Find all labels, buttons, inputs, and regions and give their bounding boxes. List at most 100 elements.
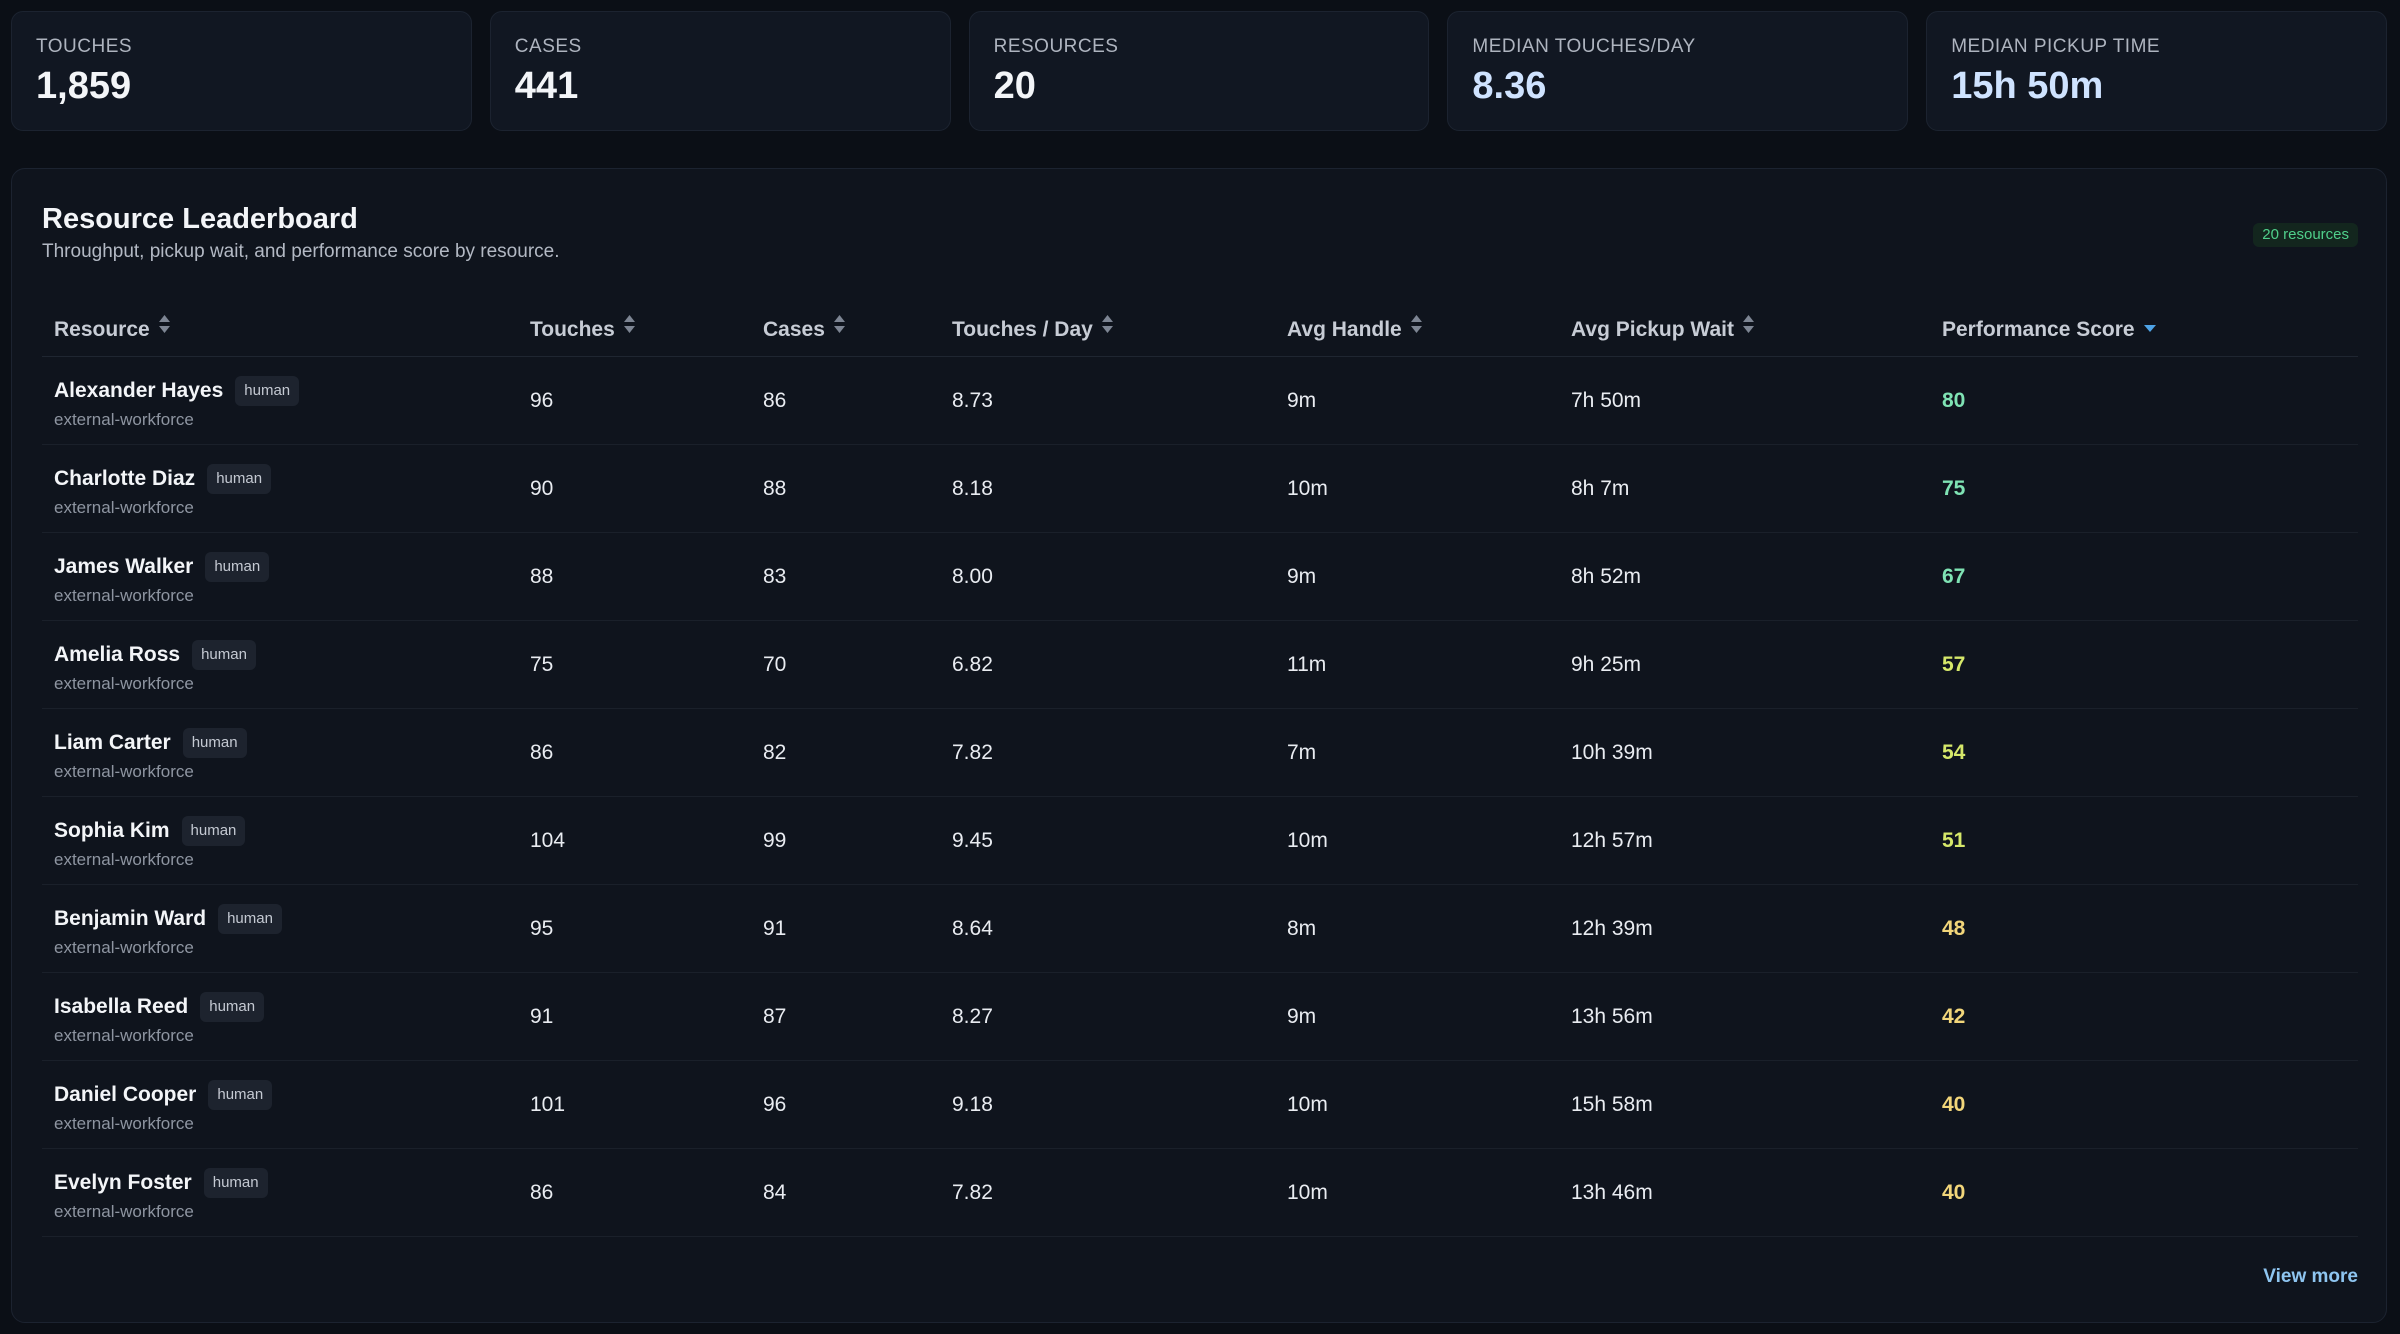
column-header-label: Avg Handle — [1287, 318, 1402, 341]
cases-cell: 84 — [763, 1181, 787, 1204]
table-row[interactable]: Amelia Ross human external-workforce 75 70 6.… — [42, 621, 2358, 709]
touches-per-day-cell: 9.18 — [952, 1093, 993, 1116]
avg-pickup-wait-cell: 12h 57m — [1571, 829, 1653, 852]
resource-org: external-workforce — [54, 498, 194, 517]
resource-count-badge: 20 resources — [2253, 223, 2358, 247]
touches-cell: 96 — [530, 389, 554, 412]
avg-handle-cell: 10m — [1287, 1093, 1328, 1116]
resource-cell: James Walker human external-workforce — [54, 551, 270, 606]
resource-org: external-workforce — [54, 1114, 194, 1133]
avg-pickup-wait-cell: 8h 7m — [1571, 477, 1630, 500]
performance-score-cell: 40 — [1942, 1093, 1966, 1116]
cases-cell: 70 — [763, 653, 787, 676]
table-row[interactable]: Isabella Reed human external-workforce 91 87… — [42, 973, 2358, 1061]
touches-per-day-cell: 7.82 — [952, 741, 993, 764]
resource-cell: Liam Carter human external-workforce — [54, 727, 247, 782]
touches-cell: 91 — [530, 1005, 554, 1028]
touches-per-day-cell: 8.27 — [952, 1005, 993, 1028]
stat-value: 20 — [993, 65, 1036, 107]
view-more-link[interactable]: View more — [2263, 1266, 2358, 1287]
table-row[interactable]: Alexander Hayes human external-workforce 96… — [42, 357, 2358, 445]
resource-leaderboard-panel: Resource Leaderboard Throughput, pickup … — [11, 168, 2387, 1323]
column-header-label: Touches / Day — [952, 318, 1093, 341]
column-header-label: Avg Pickup Wait — [1571, 318, 1734, 341]
avg-handle-cell: 11m — [1287, 653, 1327, 676]
touches-cell: 86 — [530, 741, 554, 764]
avg-pickup-wait-cell: 8h 52m — [1571, 565, 1642, 588]
touches-cell: 88 — [530, 565, 554, 588]
performance-score-cell: 51 — [1942, 829, 1966, 852]
table-row[interactable]: Charlotte Diaz human external-workforce 90 8… — [42, 445, 2358, 533]
resource-name-line: Evelyn Foster human — [54, 1167, 268, 1199]
avg-pickup-wait-cell: 13h 56m — [1571, 1005, 1653, 1028]
cases-cell: 96 — [763, 1093, 787, 1116]
resource-type-tag: human — [205, 552, 270, 582]
table-row[interactable]: Evelyn Foster human external-workforce 86 84… — [42, 1149, 2358, 1237]
touches-per-day-cell: 7.82 — [952, 1181, 993, 1204]
table-row[interactable]: Sophia Kim human external-workforce 104 99 9.… — [42, 797, 2358, 885]
column-header-touches-per-day[interactable]: Touches / Day — [952, 297, 1114, 357]
table-row[interactable]: James Walker human external-workforce 88 83 8… — [42, 533, 2358, 621]
column-header-cases[interactable]: Cases — [763, 297, 846, 357]
column-header-touches[interactable]: Touches — [530, 297, 636, 357]
resource-name: Liam Carter — [54, 731, 171, 754]
stat-card-median-touches-per-day: MEDIAN TOUCHES/DAY 8.36 — [1447, 11, 1909, 131]
stat-value: 8.36 — [1472, 65, 1547, 107]
column-header-performance-score[interactable]: Performance Score — [1942, 297, 2157, 357]
touches-cell: 86 — [530, 1181, 554, 1204]
avg-pickup-wait-cell: 10h 39m — [1571, 741, 1653, 764]
stat-card-touches: TOUCHES 1,859 — [11, 11, 472, 131]
resource-name-line: Alexander Hayes human — [54, 375, 300, 407]
leaderboard-table: Resource Touches Cases Touches / Day Avg… — [42, 297, 2358, 1237]
column-header-avg-pickup-wait[interactable]: Avg Pickup Wait — [1571, 297, 1755, 357]
table-header: Resource Touches Cases Touches / Day Avg… — [42, 297, 2358, 357]
stat-label: MEDIAN TOUCHES/DAY — [1472, 36, 1696, 57]
avg-handle-cell: 10m — [1287, 1181, 1328, 1204]
performance-score-cell: 80 — [1942, 389, 1966, 412]
sort-icon — [833, 295, 846, 361]
avg-pickup-wait-cell: 15h 58m — [1571, 1093, 1653, 1116]
column-header-label: Performance Score — [1942, 318, 2135, 341]
resource-cell: Charlotte Diaz human external-workforce — [54, 463, 272, 518]
performance-score-cell: 67 — [1942, 565, 1966, 588]
resource-type-tag: human — [200, 992, 265, 1022]
sort-icon — [1742, 295, 1755, 361]
resource-type-tag: human — [182, 728, 247, 758]
touches-per-day-cell: 6.82 — [952, 653, 993, 676]
resource-name-line: Isabella Reed human — [54, 991, 265, 1023]
resource-org: external-workforce — [54, 674, 194, 693]
cases-cell: 91 — [763, 917, 787, 940]
resource-org: external-workforce — [54, 762, 194, 781]
avg-pickup-wait-cell: 7h 50m — [1571, 389, 1642, 412]
avg-handle-cell: 9m — [1287, 1005, 1317, 1028]
cases-cell: 87 — [763, 1005, 787, 1028]
cases-cell: 99 — [763, 829, 787, 852]
resource-name: Benjamin Ward — [54, 907, 207, 930]
column-header-resource[interactable]: Resource — [54, 297, 171, 357]
column-header-avg-handle[interactable]: Avg Handle — [1287, 297, 1423, 357]
stat-label: CASES — [514, 36, 582, 57]
touches-per-day-cell: 8.73 — [952, 389, 993, 412]
resource-type-tag: human — [207, 464, 272, 494]
resource-cell: Alexander Hayes human external-workforce — [54, 375, 300, 430]
table-row[interactable]: Benjamin Ward human external-workforce 95 91… — [42, 885, 2358, 973]
stat-card-median-pickup-time: MEDIAN PICKUP TIME 15h 50m — [1926, 11, 2387, 131]
resource-name-line: Amelia Ross human — [54, 639, 256, 671]
resource-cell: Sophia Kim human external-workforce — [54, 815, 246, 870]
table-row[interactable]: Liam Carter human external-workforce 86 82 7.… — [42, 709, 2358, 797]
touches-cell: 101 — [530, 1093, 566, 1116]
resource-type-tag: human — [203, 1168, 268, 1198]
avg-handle-cell: 10m — [1287, 829, 1328, 852]
resource-type-tag: human — [218, 904, 282, 934]
performance-score-cell: 57 — [1942, 653, 1966, 676]
resource-name-line: Benjamin Ward human — [54, 903, 282, 935]
table-row[interactable]: Daniel Cooper human external-workforce 101 9… — [42, 1061, 2358, 1149]
touches-per-day-cell: 8.64 — [952, 917, 993, 940]
resource-cell: Benjamin Ward human external-workforce — [54, 903, 282, 958]
resource-name-line: Daniel Cooper human — [54, 1079, 273, 1111]
sort-icon — [1101, 295, 1114, 361]
column-header-label: Touches — [530, 318, 615, 341]
avg-handle-cell: 9m — [1287, 565, 1317, 588]
resource-type-tag: human — [208, 1080, 273, 1110]
sort-descending-icon — [2143, 295, 2157, 361]
